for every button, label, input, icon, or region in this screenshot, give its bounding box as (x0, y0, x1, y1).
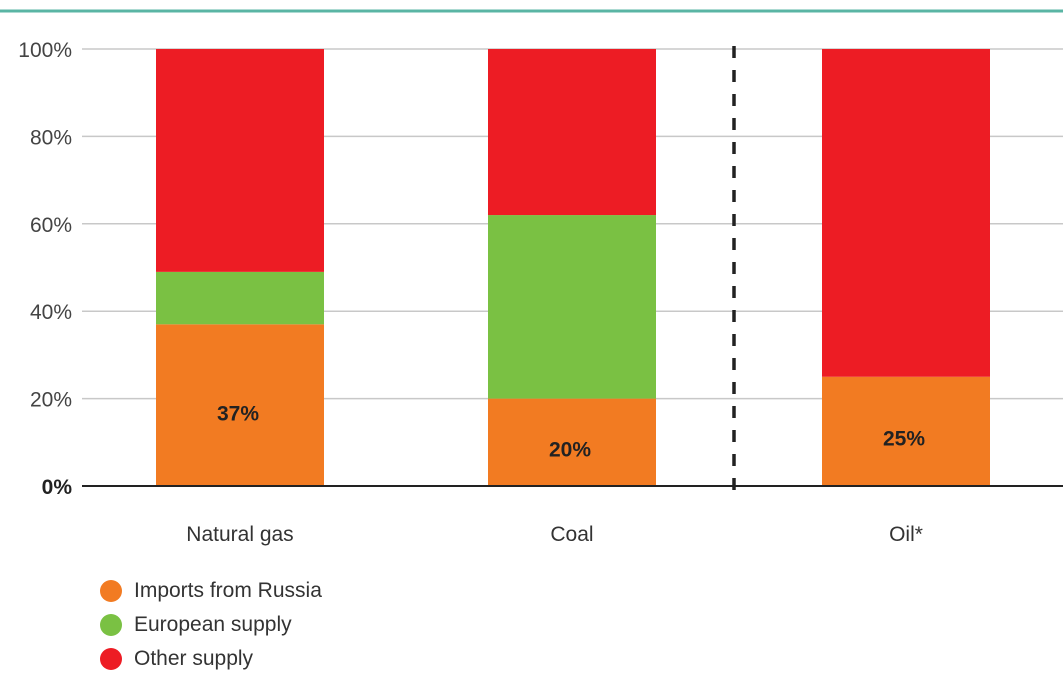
legend-item-imports-from-russia: Imports from Russia (100, 574, 322, 608)
bar-coal-european-supply (488, 215, 656, 399)
bar-coal-other-supply (488, 49, 656, 216)
legend-label-european-supply: European supply (134, 613, 292, 636)
data-label-natural-gas: 37% (217, 402, 259, 425)
bar-coal-imports-from-russia (488, 398, 656, 486)
y-tick-label-20: 20% (30, 389, 72, 412)
y-tick-label-40: 40% (30, 301, 72, 324)
x-category-label-natural-gas: Natural gas (186, 523, 293, 546)
y-tick-label-0: 0% (42, 476, 73, 499)
legend-label-other-supply: Other supply (134, 647, 254, 670)
y-tick-label-100: 100% (18, 39, 72, 62)
y-tick-label-60: 60% (30, 214, 72, 237)
y-tick-label-80: 80% (30, 126, 72, 149)
bar-natural-gas-imports-from-russia (156, 324, 324, 486)
legend-swatch-european-supply (100, 614, 122, 636)
bar-oil-imports-from-russia (822, 376, 990, 486)
x-category-label-oil: Oil* (889, 523, 923, 546)
bar-natural-gas-european-supply (156, 271, 324, 325)
x-category-label-coal: Coal (550, 523, 593, 546)
legend-item-european-supply: European supply (100, 608, 322, 642)
data-label-oil: 25% (883, 427, 925, 450)
data-label-coal: 20% (549, 438, 591, 461)
legend-swatch-other-supply (100, 648, 122, 670)
legend-swatch-imports-from-russia (100, 580, 122, 602)
legend-label-imports-from-russia: Imports from Russia (134, 579, 322, 602)
legend-item-other-supply: Other supply (100, 642, 322, 676)
bar-oil-other-supply (822, 49, 990, 377)
legend: Imports from Russia European supply Othe… (100, 574, 322, 676)
bar-natural-gas-other-supply (156, 49, 324, 272)
